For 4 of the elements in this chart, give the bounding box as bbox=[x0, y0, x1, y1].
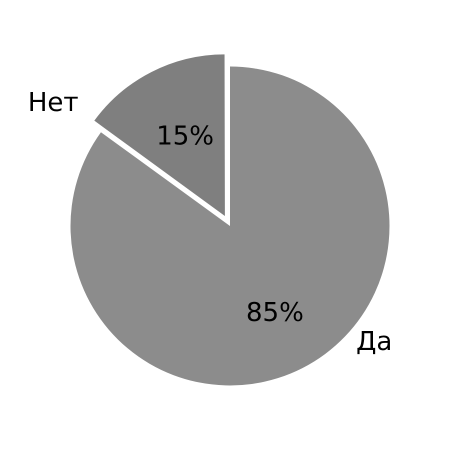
slice-label: Да bbox=[356, 327, 392, 358]
slice-label: Нет bbox=[28, 88, 79, 118]
data-label: 85% bbox=[246, 298, 304, 328]
data-label: 15% bbox=[156, 122, 214, 152]
